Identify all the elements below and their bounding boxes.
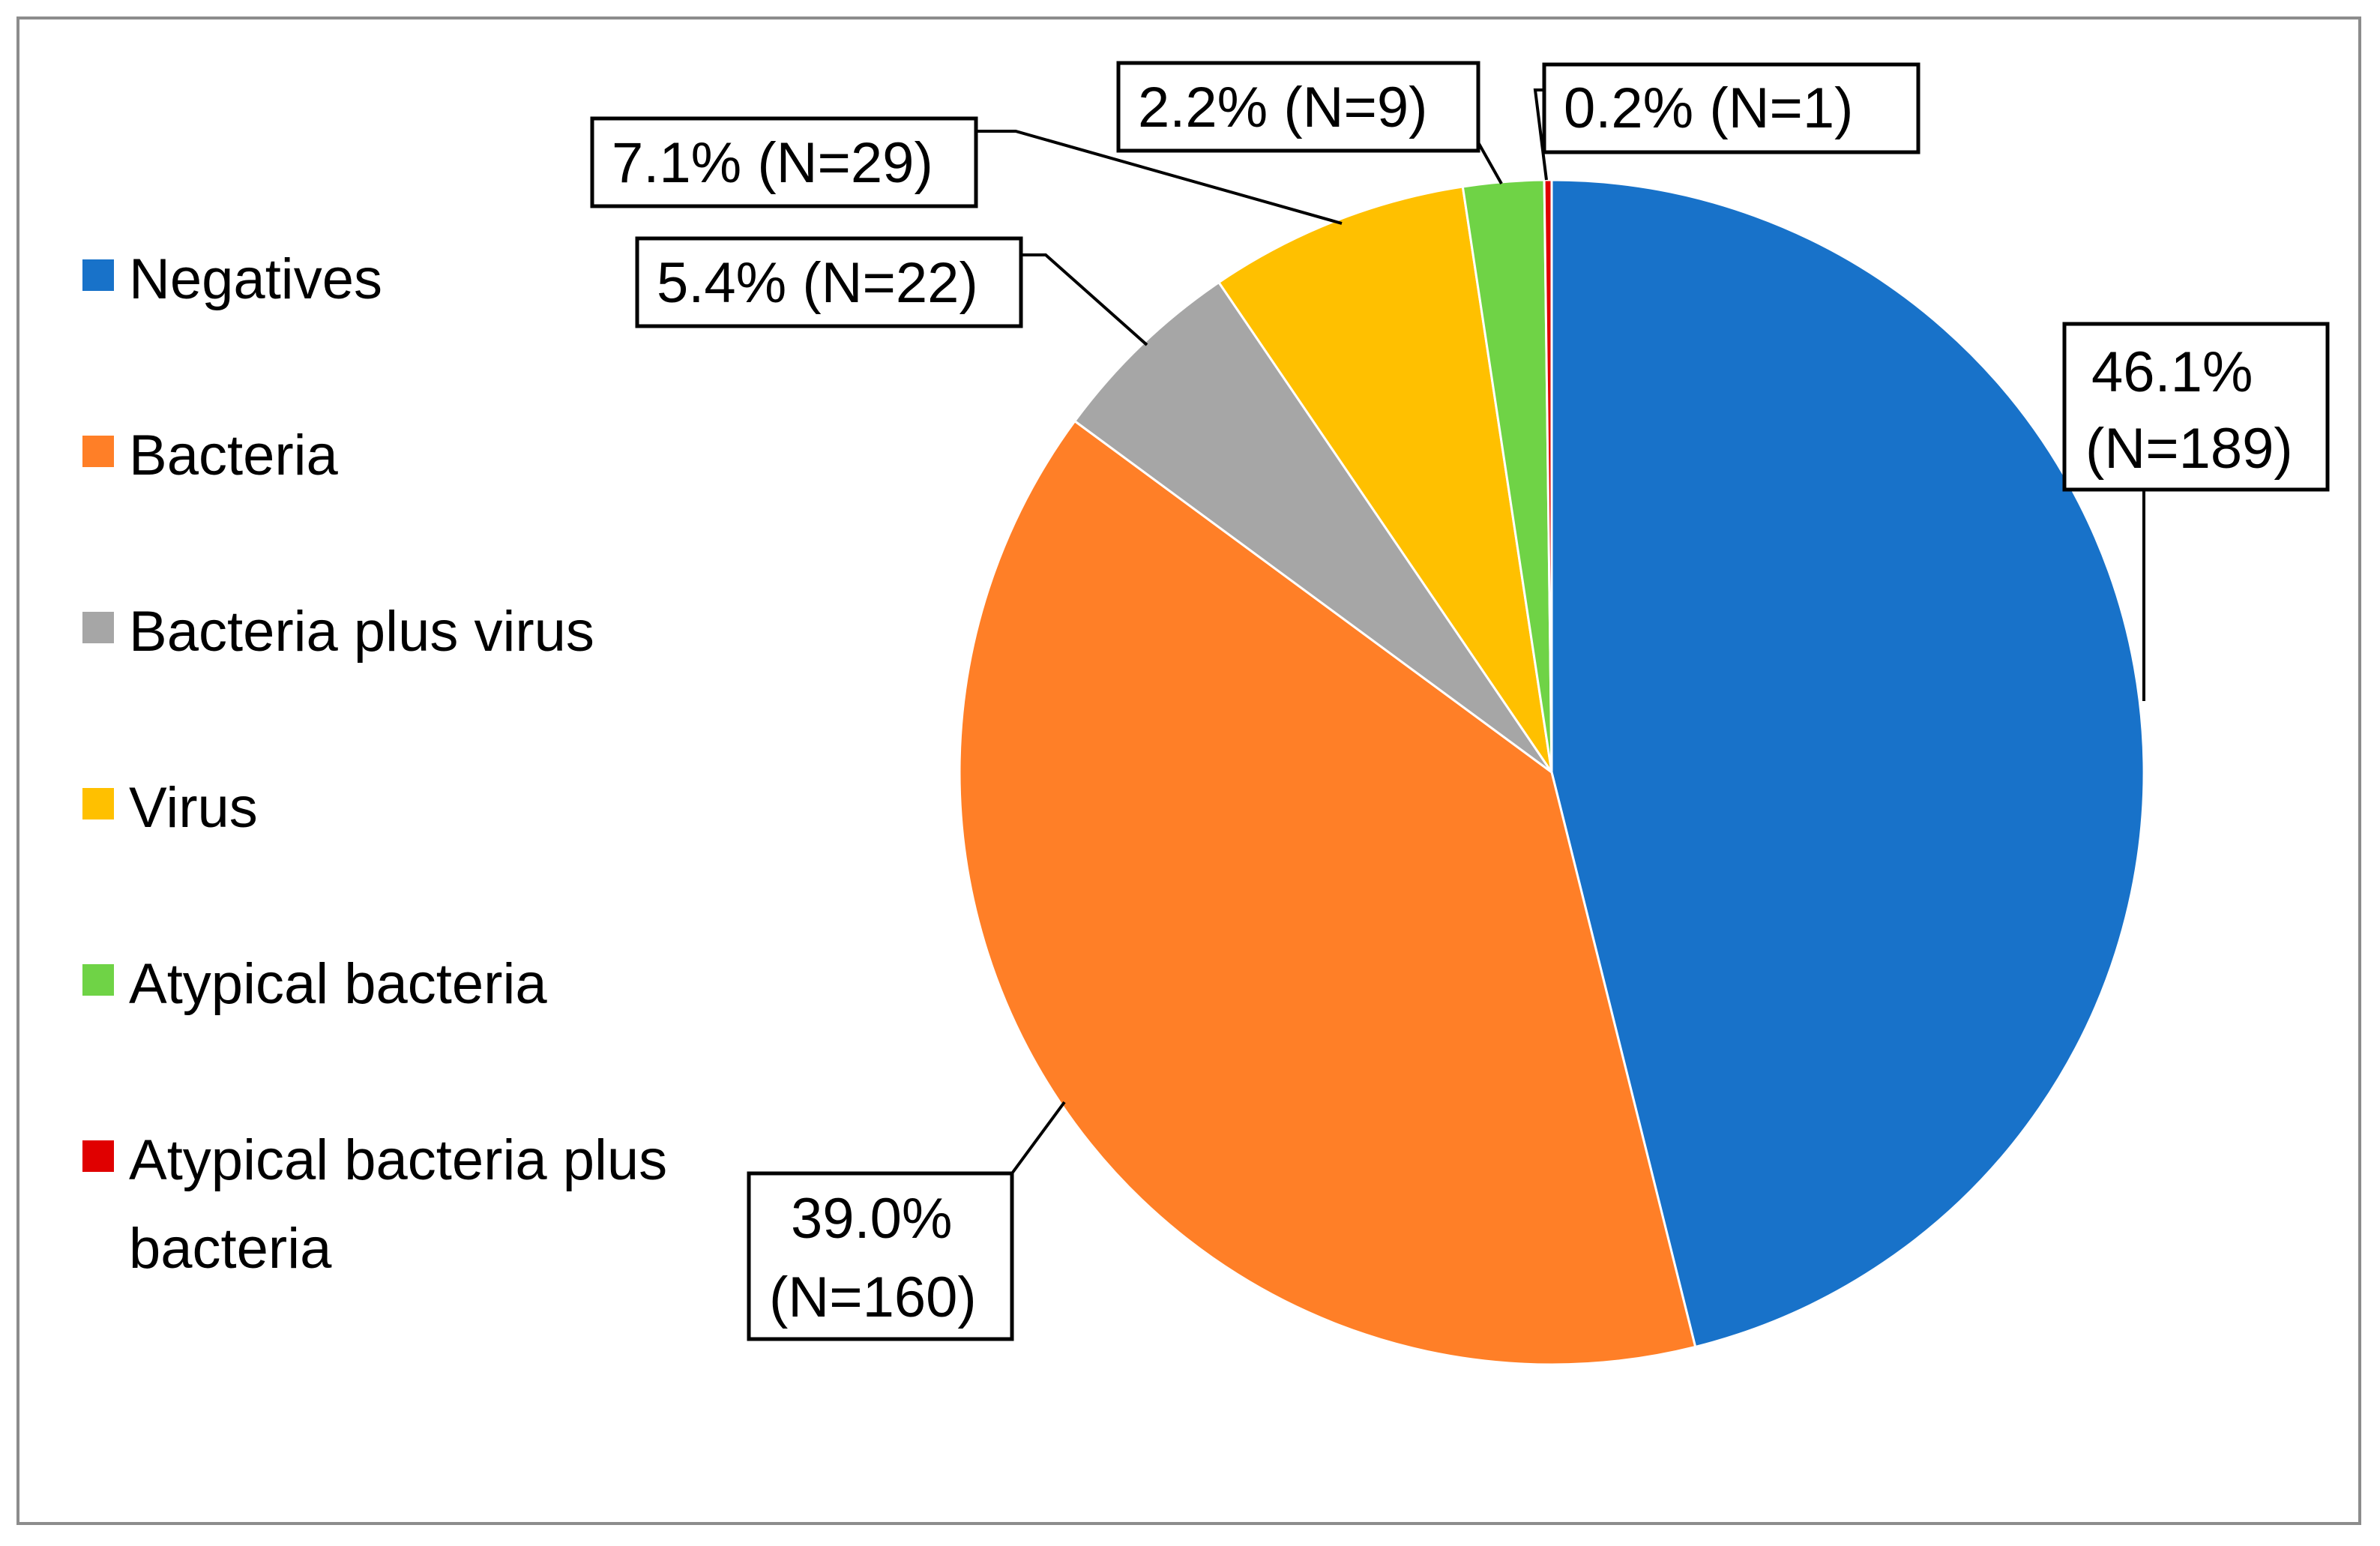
legend-item-negatives: Negatives <box>82 247 382 311</box>
data-label-text: 5.4% (N=22) <box>657 251 978 315</box>
legend-item-atypical-bacteria: Atypical bacteria <box>82 952 547 1016</box>
pie-slices <box>958 178 2145 1366</box>
data-label-box <box>1542 62 1920 154</box>
legend-swatch <box>82 964 114 996</box>
data-label-bacteria-plus-virus: 5.4% (N=22) <box>635 236 1023 328</box>
data-label-bacteria: 39.0% (N=160) <box>747 1171 1014 1341</box>
legend-label: Negatives <box>129 247 382 311</box>
data-label-box <box>590 116 978 208</box>
legend-label: Atypical bacteria <box>129 952 547 1016</box>
leader-line-virus <box>976 130 1343 225</box>
data-label-text: 0.2% (N=1) <box>1564 76 1854 140</box>
leader-line-bacteria <box>1010 1101 1066 1175</box>
data-label-text: 2.2% (N=9) <box>1138 76 1428 139</box>
data-label-atypical-bacteria: 2.2% (N=9) <box>1116 61 1480 153</box>
leader-line-atypical-bacteria <box>1477 142 1503 184</box>
pie-slice-negatives <box>1550 178 2145 1349</box>
legend-swatch <box>82 259 114 291</box>
pie-slice-atypical-bacteria-plus-bacteria <box>1543 178 1553 773</box>
legend-label: Bacteria <box>129 424 339 487</box>
data-label-negatives: 46.1% (N=189) <box>2062 322 2330 492</box>
legend-swatch <box>82 788 114 819</box>
pie-slice-bacteria <box>958 419 1697 1366</box>
data-label-text: (N=160) <box>769 1266 977 1329</box>
legend: Negatives Bacteria Bacteria plus virus Viru… <box>82 247 667 1281</box>
data-label-box <box>635 236 1023 328</box>
legend-label: bacteria <box>129 1217 332 1281</box>
data-label-virus: 7.1% (N=29) <box>590 116 978 208</box>
legend-item-atypical-bacteria-plus-bacteria: Atypical bacteria plus bacteria <box>82 1128 667 1281</box>
leader-line-bacteria-plus-virus <box>1021 253 1148 346</box>
data-labels: 46.1% (N=189) 39.0% (N=160) 5.4% (N=22) 7.1% … <box>590 61 2330 1341</box>
legend-label: Virus <box>129 776 258 840</box>
legend-swatch <box>82 612 114 643</box>
data-label-text: 39.0% <box>791 1187 953 1251</box>
legend-item-virus: Virus <box>82 776 258 840</box>
legend-swatch <box>82 1140 114 1172</box>
legend-swatch <box>82 436 114 467</box>
data-label-atypical-bacteria-plus-bacteria: 0.2% (N=1) <box>1542 62 1920 154</box>
legend-label: Atypical bacteria plus <box>129 1128 667 1192</box>
data-label-box <box>2062 322 2330 492</box>
data-label-text: (N=189) <box>2085 417 2293 481</box>
pie-slice-bacteria-plus-virus <box>1073 280 1553 774</box>
data-label-box <box>747 1171 1014 1341</box>
data-label-text: 7.1% (N=29) <box>612 131 933 195</box>
legend-label: Bacteria plus virus <box>129 600 594 664</box>
legend-item-bacteria-plus-virus: Bacteria plus virus <box>82 600 594 664</box>
data-label-text: 46.1% <box>2091 340 2253 404</box>
data-label-box <box>1116 61 1480 153</box>
legend-item-bacteria: Bacteria <box>82 424 339 487</box>
